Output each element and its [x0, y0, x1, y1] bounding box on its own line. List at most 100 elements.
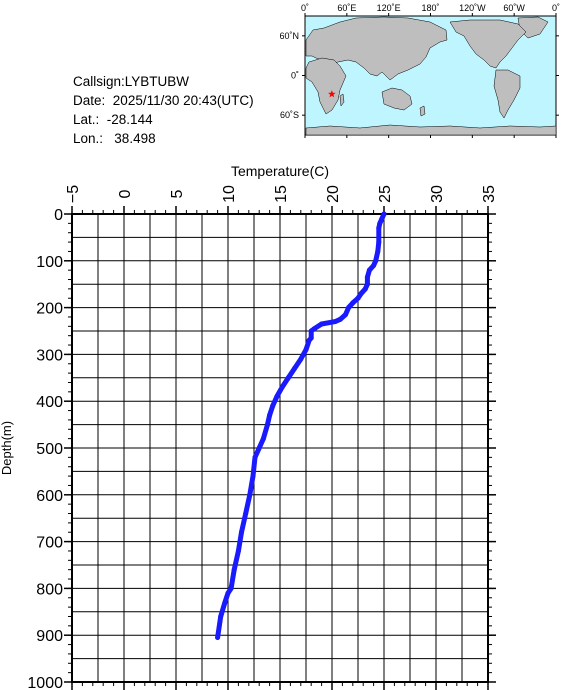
callsign-label: Callsign: — [73, 74, 125, 89]
map-lon-label: 60˚W — [503, 3, 525, 13]
temperature-point — [279, 384, 285, 390]
x-tick-label: 35 — [481, 185, 498, 203]
temperature-point — [228, 585, 234, 591]
temperature-point — [355, 295, 361, 301]
temperature-point — [252, 454, 258, 460]
temperature-point — [215, 635, 221, 640]
temperature-point — [243, 511, 249, 516]
land-africa — [305, 57, 347, 115]
lon-value: 38.498 — [114, 131, 156, 146]
temperature-profile-line — [215, 211, 387, 640]
x-tick-label: −5 — [65, 185, 82, 203]
map-tick-labels: 0˚ 60˚E 120˚E 180˚ 120˚W 60˚W 0˚ 60˚N 0˚ 60˚S — [279, 3, 560, 120]
x-tick-label: 10 — [221, 185, 238, 203]
date-row: Date: 2025/11/30 20:43(UTC) — [73, 91, 254, 110]
map-lat-label: 60˚N — [279, 31, 299, 41]
y-tick-label: 800 — [36, 581, 63, 598]
temperature-point — [298, 356, 304, 362]
temperature-point — [222, 599, 228, 605]
callsign-value: LYBTUBW — [124, 74, 190, 89]
map-lon-label: 120˚W — [459, 3, 486, 13]
x-tick-label: 20 — [325, 185, 342, 203]
y-tick-label: 600 — [36, 488, 63, 505]
temperature-point — [364, 281, 370, 287]
temperature-point — [285, 375, 291, 381]
temperature-point — [225, 590, 231, 596]
x-tick-label: 0 — [117, 189, 134, 198]
x-tick-label: 5 — [169, 189, 186, 198]
y-tick-label: 900 — [36, 628, 63, 645]
land-new-zealand — [419, 105, 426, 117]
date-label: Date: — [73, 93, 106, 108]
temperature-point — [267, 412, 273, 418]
temperature-point — [292, 365, 298, 371]
x-axis-ticks: −5 0 5 10 15 20 25 30 35 — [65, 185, 498, 690]
y-tick-label: 1000 — [27, 675, 63, 690]
y-tick-label: 300 — [36, 347, 63, 364]
temperature-point — [377, 220, 383, 226]
map-lon-label: 0˚ — [301, 3, 309, 13]
temperature-point — [337, 316, 343, 322]
temperature-point — [235, 548, 241, 554]
y-tick-label: 0 — [54, 207, 63, 224]
temperature-point — [366, 267, 372, 273]
temperature-point — [306, 337, 312, 343]
series-layer — [215, 211, 387, 640]
temperature-point — [362, 286, 368, 292]
x-tick-label: 15 — [273, 185, 290, 203]
temperature-point — [265, 422, 270, 428]
map-lon-label: 0˚ — [552, 3, 560, 13]
temperature-point — [364, 274, 370, 280]
temperature-point — [270, 403, 276, 409]
map-lon-label: 180˚ — [421, 3, 439, 13]
x-axis-label: Temperature(C) — [231, 163, 329, 179]
temperature-point — [371, 263, 377, 268]
temperature-point — [319, 321, 325, 327]
temperature-point — [308, 328, 314, 334]
lon-label: Lon.: — [73, 131, 104, 146]
temperature-point — [239, 529, 244, 535]
map-frame — [302, 13, 559, 138]
temperature-point — [260, 436, 266, 442]
temperature-point — [343, 312, 348, 318]
temperature-point — [358, 291, 364, 297]
temperature-point — [381, 211, 387, 217]
map-lon-label: 120˚E — [377, 3, 401, 13]
station-info: Callsign:LYBTUBW Date: 2025/11/30 20:43(… — [73, 72, 254, 148]
land-north-america — [449, 19, 527, 69]
temperature-point — [350, 300, 356, 306]
temperature-point — [218, 614, 224, 619]
map-lon-label: 60˚E — [337, 3, 356, 13]
temperature-point — [332, 319, 338, 325]
y-tick-label: 700 — [36, 535, 63, 552]
temperature-point — [274, 394, 280, 399]
date-value: 2025/11/30 20:43(UTC) — [112, 93, 254, 108]
temperature-point — [250, 473, 256, 479]
lat-label: Lat.: — [73, 112, 100, 127]
land-australia — [381, 87, 413, 111]
lon-row: Lon.: 38.498 — [73, 129, 254, 148]
y-tick-label: 100 — [36, 254, 63, 271]
temperature-point — [303, 347, 309, 353]
temperature-point — [231, 567, 237, 573]
temperature-point — [376, 239, 382, 245]
land-south-america — [493, 69, 521, 119]
callsign-row: Callsign:LYBTUBW — [73, 72, 254, 91]
y-axis-ticks: 0 100 200 300 400 500 600 700 800 900 1000 — [27, 207, 496, 690]
temperature-point — [375, 248, 381, 254]
station-marker-icon — [328, 90, 336, 98]
lat-value: -28.144 — [106, 112, 153, 127]
temperature-point — [373, 258, 379, 264]
y-axis-label: Depth(m) — [0, 421, 14, 475]
land-madagascar — [339, 93, 345, 107]
temperature-point — [247, 492, 253, 498]
y-tick-label: 500 — [36, 441, 63, 458]
temperature-point — [376, 225, 382, 231]
lat-row: Lat.: -28.144 — [73, 110, 254, 129]
map-lat-label: 0˚ — [291, 71, 299, 81]
temperature-point — [256, 445, 262, 451]
x-tick-label: 25 — [377, 185, 394, 203]
x-tick-label: 30 — [429, 185, 446, 203]
